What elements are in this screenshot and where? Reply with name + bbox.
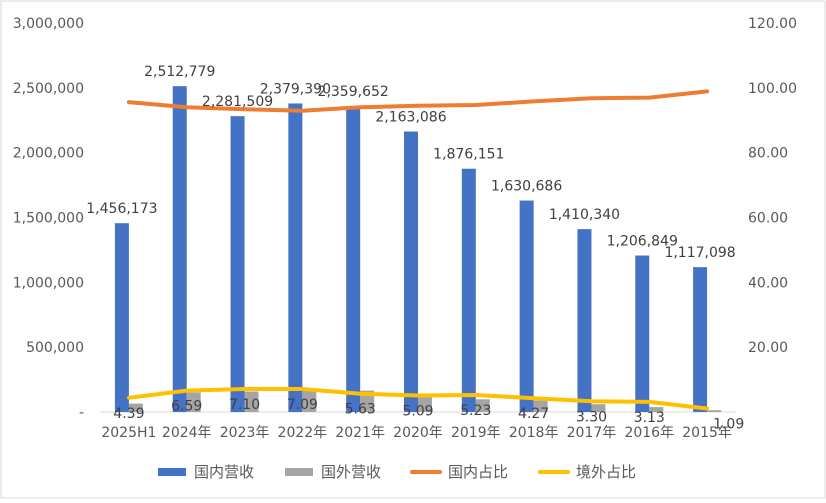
legend-label: 国内占比 (448, 463, 508, 481)
bar-domestic-revenue (172, 86, 187, 412)
overseas-share-label: 4.39 (113, 406, 144, 422)
left-axis-tick-label: 2,000,000 (13, 146, 84, 162)
right-axis-tick-label: 80.00 (748, 146, 788, 162)
overseas-share-label: 7.10 (229, 397, 260, 413)
bar-domestic-revenue (114, 223, 129, 412)
right-axis-tick-label: 20.00 (748, 340, 788, 356)
overseas-share-label: 5.63 (345, 402, 376, 418)
domestic-revenue-label: 2,512,779 (144, 64, 215, 80)
bar-foreign-revenue (591, 404, 606, 412)
domestic-revenue-label: 1,630,686 (491, 179, 562, 195)
bar-foreign-revenue (128, 403, 143, 412)
right-axis: 20.00 40.00 60.00 80.00 100.00 120.00 (748, 16, 797, 356)
bar-domestic-revenue (346, 106, 361, 412)
bar-domestic-revenue (230, 116, 245, 412)
right-axis-tick-label: 40.00 (748, 275, 788, 291)
domestic-revenue-label: 2,163,086 (375, 110, 446, 126)
bar-domestic-revenue (693, 267, 708, 412)
domestic-revenue-label: 2,359,652 (318, 84, 389, 100)
line-domestic-share (126, 89, 710, 113)
line-overseas-share (126, 387, 710, 411)
overseas-share-label: 7.09 (287, 397, 318, 413)
legend-swatch (158, 468, 186, 476)
bar-foreign-revenue (418, 396, 432, 412)
overseas-share-label: 6.59 (171, 399, 202, 415)
left-axis-tick-label: 3,000,000 (13, 16, 84, 32)
right-axis-tick-label: 120.00 (748, 16, 797, 32)
legend-label: 国内营收 (194, 463, 254, 481)
x-axis-tick-label: 2020年 (393, 425, 443, 441)
x-axis-tick-label: 2017年 (567, 425, 617, 441)
x-axis: 2025H1 2024年 2023年 2022年 2021年 2020年 2019年 2018… (101, 425, 732, 441)
bar-domestic-revenue (519, 200, 534, 412)
legend-swatch (285, 468, 313, 476)
bar-foreign-revenue (186, 392, 201, 412)
x-axis-tick-label: 2025H1 (101, 425, 156, 441)
x-axis-tick-label: 2015年 (682, 425, 732, 441)
domestic-revenue-label: 2,379,390 (260, 81, 331, 97)
overseas-share-label: 3.30 (576, 409, 607, 425)
bar-foreign-revenue (707, 410, 722, 412)
x-axis-tick-label: 2023年 (220, 425, 270, 441)
domestic-revenue-label: 1,117,098 (664, 245, 735, 261)
overseas-share-label: 3.13 (634, 410, 665, 426)
bar-series-group (114, 86, 722, 413)
domestic-revenue-label: 1,410,340 (549, 207, 620, 223)
x-axis-tick-label: 2021年 (335, 425, 385, 441)
overseas-share-label: 4.27 (518, 406, 549, 422)
x-axis-tick-label: 2019年 (451, 425, 501, 441)
legend: 国内营收 国外营收 国内占比 境外占比 (158, 463, 636, 481)
left-axis: - 500,000 1,000,000 1,500,000 2,000,000 2,500… (13, 16, 84, 421)
line-series-group (126, 89, 710, 411)
bar-foreign-revenue (649, 407, 664, 412)
bar-domestic-revenue (577, 229, 592, 412)
data-labels-group: 1,456,173 2,512,779 2,281,5092,379,3902,35… (86, 64, 744, 432)
bar-domestic-revenue (404, 131, 418, 413)
right-axis-tick-label: 60.00 (748, 211, 788, 227)
bar-foreign-revenue (533, 400, 548, 412)
legend-label: 国外营收 (321, 463, 381, 481)
left-axis-tick-label: 1,000,000 (13, 275, 84, 291)
overseas-share-label: 1.09 (713, 416, 744, 432)
x-axis-tick-label: 2022年 (278, 425, 328, 441)
overseas-share-label: 5.09 (402, 403, 433, 419)
bar-foreign-revenue (244, 391, 259, 412)
domestic-revenue-label: 2,281,509 (202, 94, 273, 110)
domestic-revenue-label: 1,206,849 (607, 234, 678, 250)
bar-domestic-revenue (288, 103, 303, 413)
right-axis-tick-label: 100.00 (748, 81, 797, 97)
bar-domestic-revenue (461, 168, 476, 412)
x-axis-tick-label: 2018年 (509, 425, 559, 441)
domestic-revenue-label: 1,876,151 (433, 147, 504, 163)
bar-foreign-revenue (475, 399, 490, 412)
domestic-revenue-label: 1,456,173 (86, 201, 157, 217)
left-axis-tick-label: 2,500,000 (13, 81, 84, 97)
overseas-share-label: 5.23 (460, 403, 491, 419)
x-axis-tick-label: 2024年 (162, 425, 212, 441)
bar-domestic-revenue (635, 255, 650, 412)
legend-label: 境外占比 (576, 463, 636, 481)
left-axis-tick-label: 500,000 (26, 340, 84, 356)
bar-foreign-revenue (302, 388, 317, 412)
x-axis-tick-label: 2016年 (624, 425, 674, 441)
left-axis-tick-label: - (79, 405, 84, 421)
left-axis-tick-label: 1,500,000 (13, 211, 84, 227)
